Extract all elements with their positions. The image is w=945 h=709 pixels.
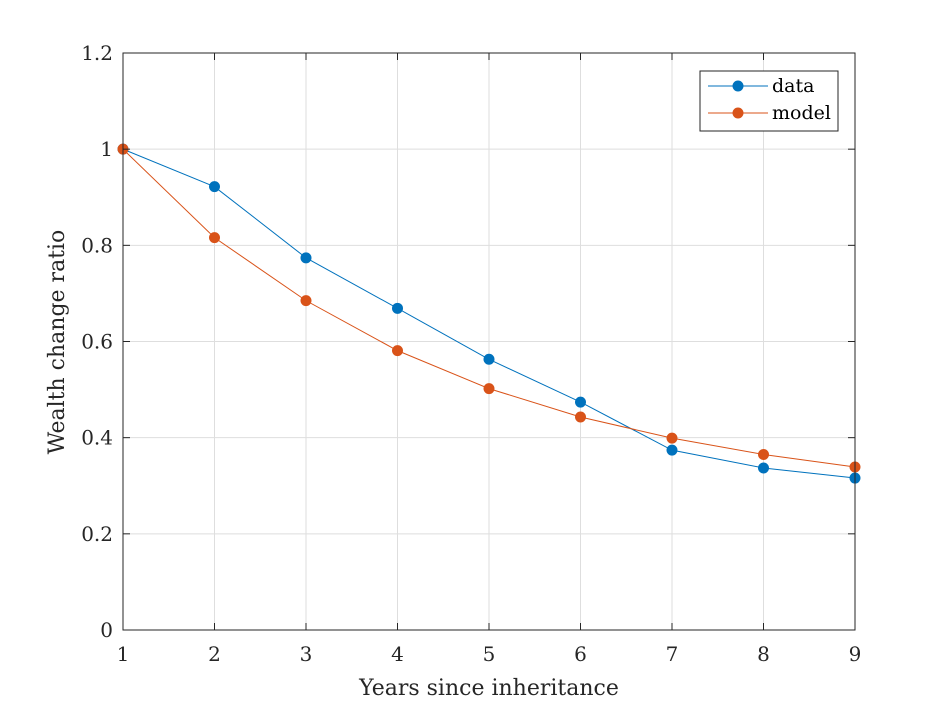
x-tick-label: 7	[666, 642, 679, 666]
x-axis-label: Years since inheritance	[358, 676, 619, 701]
data-point-model	[758, 448, 769, 460]
legend-label-model: model	[772, 102, 831, 124]
x-tick-label: 6	[574, 642, 587, 666]
data-point-model	[392, 345, 403, 357]
data-point-data	[666, 444, 678, 456]
x-tick-label: 1	[117, 642, 130, 666]
x-tick-label: 2	[208, 642, 221, 666]
x-tick-label: 5	[483, 642, 496, 666]
data-point-model	[209, 232, 220, 244]
data-point-data	[575, 396, 586, 408]
y-tick-label: 1.2	[81, 41, 113, 65]
legend-entry-model: model	[708, 102, 831, 124]
y-tick-label: 0	[100, 618, 113, 642]
y-tick-label: 0.6	[81, 330, 113, 354]
legend-marker-data	[732, 80, 744, 92]
legend: data model	[699, 70, 839, 132]
x-tick-label: 4	[391, 642, 404, 666]
y-tick-label: 0.8	[81, 233, 113, 257]
y-tick-label: 1	[100, 137, 113, 161]
y-axis-label: Wealth change ratio	[45, 230, 70, 455]
data-point-model	[483, 383, 495, 395]
legend-marker-model	[732, 107, 744, 119]
data-point-data	[758, 462, 769, 474]
tick-marks	[122, 52, 856, 631]
data-point-data	[209, 181, 220, 193]
x-tick-label: 3	[300, 642, 313, 666]
legend-label-data: data	[772, 75, 814, 97]
tick-labels: 1 2 3 4 5 6 7 8 9 0 0.2 0.4 0.6 0.8 1 1.2	[81, 41, 861, 666]
legend-entry-data: data	[708, 75, 814, 97]
data-point-data	[392, 302, 403, 314]
legend-box	[699, 70, 839, 132]
data-point-model	[666, 432, 678, 444]
x-tick-label: 9	[849, 642, 862, 666]
y-tick-label: 0.4	[81, 426, 113, 450]
x-tick-label: 8	[757, 642, 770, 666]
data-point-model	[575, 411, 586, 423]
data-point-data	[300, 252, 312, 264]
data-point-model	[300, 295, 312, 307]
y-tick-label: 0.2	[81, 522, 113, 546]
data-point-data	[483, 353, 495, 365]
